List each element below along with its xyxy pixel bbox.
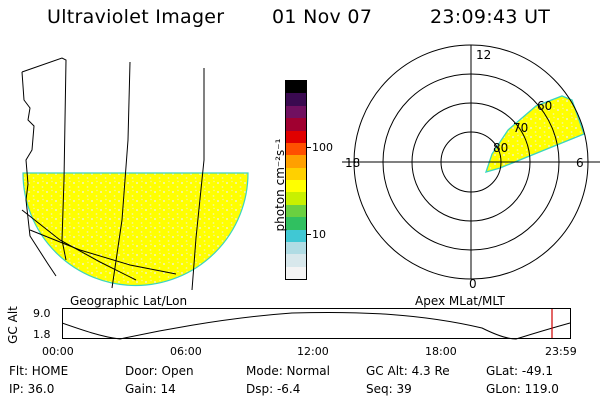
alt-curve: [62, 311, 571, 340]
info-seq: Seq: 39: [366, 382, 412, 396]
info-glon: GLon: 119.0: [486, 382, 559, 396]
info-flt: Flt: HOME: [9, 364, 69, 378]
colorbar-segment: [286, 266, 306, 279]
info-dsp: Dsp: -6.4: [246, 382, 301, 396]
alt-xtick-0600: 06:00: [170, 345, 202, 358]
colorbar-segment: [286, 241, 306, 255]
apex-caption: Apex MLat/MLT: [415, 294, 505, 308]
alt-xtick-0000: 00:00: [42, 345, 74, 358]
colorbar-tickmark-10: [307, 234, 311, 235]
colorbar-segment: [286, 118, 306, 131]
alt-xtick-2359: 23:59: [545, 345, 577, 358]
colorbar-segment: [286, 93, 306, 106]
alt-ylabel: GC Alt: [5, 306, 20, 344]
alt-ytick-1-8: 1.8: [33, 328, 51, 341]
mlt-6-label: 6: [576, 156, 584, 170]
polar-rings: [342, 44, 600, 280]
alt-ytick-9: 9.0: [33, 307, 51, 320]
alt-xtick-1200: 12:00: [297, 345, 329, 358]
mlat-70-label: 70: [513, 121, 528, 135]
mlat-60-label: 60: [537, 99, 552, 113]
alt-xtick-1800: 18:00: [425, 345, 457, 358]
colorbar-segment: [286, 229, 306, 242]
polar-plot: 12 6 0 18 60 70 80: [342, 44, 600, 291]
instrument-title: Ultraviolet Imager: [47, 6, 225, 28]
info-mode: Mode: Normal: [246, 364, 330, 378]
colorbar-segment: [286, 155, 306, 168]
info-gain: Gain: 14: [125, 382, 176, 396]
info-gcalt: GC Alt: 4.3 Re: [366, 364, 450, 378]
colorbar-segment: [286, 217, 306, 230]
colorbar: [285, 80, 307, 280]
geographic-map: [21, 57, 249, 291]
colorbar-tickmark-100: [307, 147, 311, 148]
colorbar-segment: [286, 180, 306, 193]
date-label: 01 Nov 07: [272, 6, 373, 28]
geo-gridlines: [21, 57, 205, 291]
colorbar-tick-10: 10: [312, 228, 326, 241]
colorbar-segment: [286, 81, 306, 94]
geographic-caption: Geographic Lat/Lon: [70, 294, 188, 308]
alt-plot: [62, 308, 571, 340]
emission-region-geo: [22, 172, 249, 287]
colorbar-segment: [286, 192, 306, 205]
colorbar-segment: [286, 167, 306, 180]
time-label: 23:09:43 UT: [430, 6, 551, 28]
colorbar-segment: [286, 254, 306, 267]
colorbar-segment: [286, 204, 306, 218]
info-door: Door: Open: [125, 364, 194, 378]
mlt-0-label: 0: [469, 277, 477, 291]
colorbar-segment: [286, 105, 306, 119]
info-ip: IP: 36.0: [9, 382, 55, 396]
colorbar-segment: [286, 130, 306, 143]
info-glat: GLat: -49.1: [486, 364, 553, 378]
colorbar-unit: photon cm⁻²s⁻¹: [273, 138, 287, 232]
colorbar-tick-100: 100: [312, 141, 333, 154]
mlat-80-label: 80: [493, 141, 508, 155]
mlt-18-label: 18: [345, 156, 360, 170]
mlt-12-label: 12: [476, 48, 491, 62]
colorbar-segment: [286, 142, 306, 156]
emission-region-polar: [484, 95, 585, 173]
